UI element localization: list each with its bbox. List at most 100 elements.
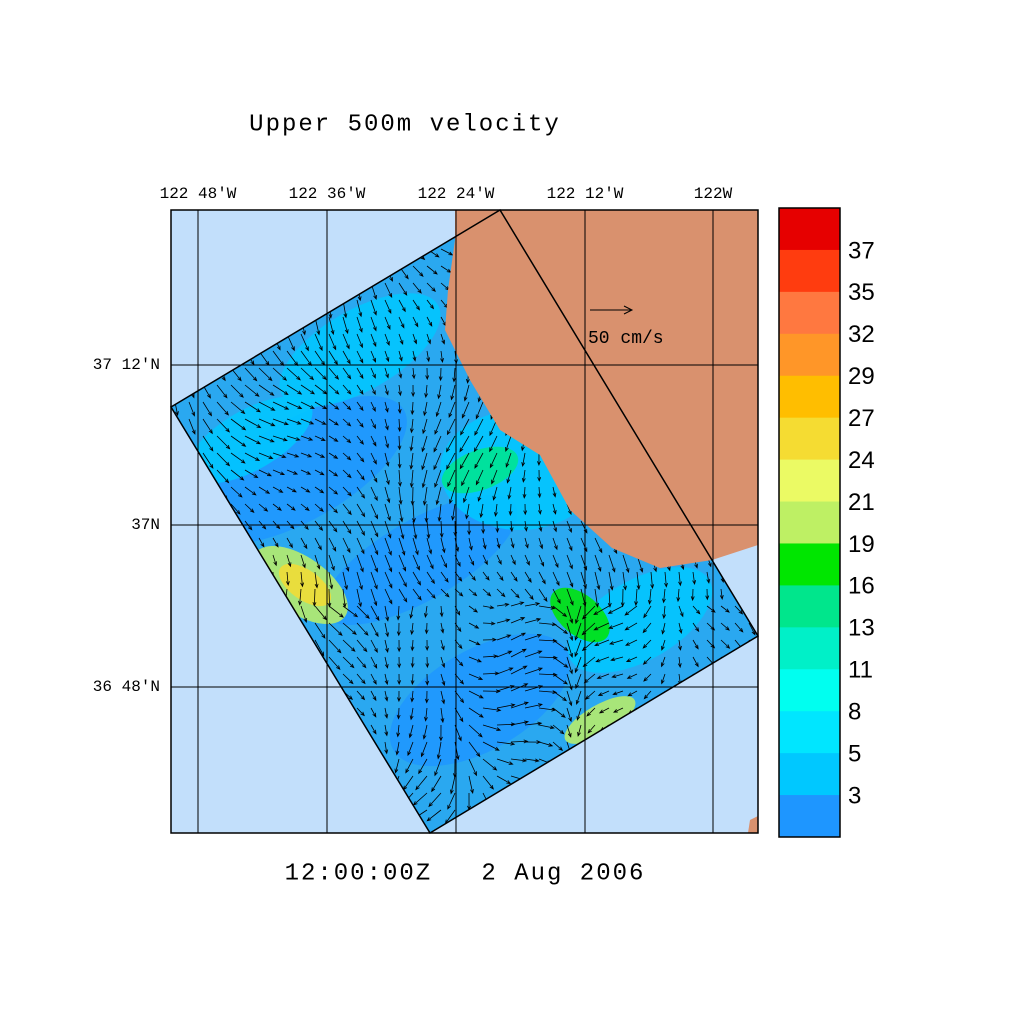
velocity-arrow <box>272 367 288 381</box>
velocity-arrow <box>356 486 366 499</box>
colorbar-label: 16 <box>848 573 875 600</box>
velocity-arrow <box>440 350 444 364</box>
velocity-arrow <box>692 656 699 668</box>
velocity-arrow <box>384 316 391 330</box>
velocity-arrow <box>437 384 442 400</box>
velocity-arrow <box>425 673 430 686</box>
velocity-arrow <box>538 537 544 550</box>
velocity-arrow <box>244 469 259 479</box>
velocity-arrow <box>300 401 315 409</box>
velocity-arrow <box>440 333 446 345</box>
velocity-arrow <box>508 503 513 516</box>
colorbar-swatch <box>779 459 840 503</box>
velocity-arrow <box>328 656 341 670</box>
velocity-arrow <box>482 537 487 550</box>
colorbar-swatch <box>779 249 840 293</box>
velocity-arrow <box>607 588 612 608</box>
velocity-arrow <box>643 673 652 682</box>
velocity-arrow <box>328 350 338 366</box>
velocity-arrow <box>410 401 415 416</box>
velocity-arrow <box>496 650 513 658</box>
velocity-arrow <box>328 401 340 410</box>
velocity-arrow <box>258 401 276 411</box>
velocity-arrow <box>356 299 363 318</box>
velocity-arrow <box>439 605 444 618</box>
velocity-arrow <box>496 634 512 641</box>
speed-patch <box>441 446 519 494</box>
scale-label: 50 cm/s <box>588 329 664 349</box>
velocity-arrow <box>524 617 542 624</box>
velocity-arrow <box>612 690 624 696</box>
velocity-arrow <box>422 418 428 435</box>
velocity-arrow <box>356 367 364 380</box>
velocity-arrow <box>552 673 568 685</box>
velocity-arrow <box>426 333 431 345</box>
velocity-arrow <box>437 503 442 523</box>
velocity-arrow <box>314 537 322 551</box>
velocity-arrow <box>370 452 377 465</box>
velocity-arrow <box>661 639 666 651</box>
velocity-arrow <box>286 435 301 441</box>
velocity-arrow <box>482 554 488 566</box>
velocity-arrow <box>524 650 543 658</box>
velocity-arrow <box>608 571 614 591</box>
lon-label: 122 24'W <box>418 185 495 203</box>
velocity-arrow <box>286 469 299 475</box>
velocity-arrow <box>398 469 402 487</box>
velocity-arrow <box>384 622 389 638</box>
velocity-arrow <box>342 333 350 350</box>
velocity-arrow <box>258 503 269 512</box>
velocity-arrow <box>440 639 445 651</box>
velocity-arrow <box>461 401 470 419</box>
velocity-arrow <box>356 520 365 536</box>
velocity-arrow <box>230 503 241 515</box>
velocity-arrow <box>244 435 262 445</box>
velocity-arrow <box>597 690 610 696</box>
velocity-arrow <box>356 401 364 412</box>
velocity-arrow <box>595 656 610 663</box>
lat-label: 37N <box>131 516 160 534</box>
velocity-arrow <box>440 690 446 705</box>
velocity-arrow <box>586 707 596 717</box>
velocity-arrow <box>370 605 380 622</box>
graticule: 122 48'W 122 36'W 122 24'W 122 12'W 122W 37 1… <box>93 185 758 833</box>
velocity-arrow <box>510 648 527 658</box>
velocity-arrow <box>509 520 514 533</box>
velocity-arrow <box>552 605 568 618</box>
velocity-arrow <box>396 622 401 637</box>
velocity-arrow <box>424 690 429 704</box>
velocity-arrow <box>342 367 352 380</box>
velocity-arrow <box>409 435 414 452</box>
velocity-arrow <box>314 401 328 410</box>
velocity-arrow <box>342 622 357 635</box>
velocity-arrow <box>314 367 327 381</box>
velocity-arrow <box>328 435 339 442</box>
velocity-arrow <box>475 469 484 486</box>
velocity-arrow <box>356 537 365 555</box>
velocity-arrow <box>356 588 362 608</box>
velocity-arrow <box>328 503 338 514</box>
velocity-arrow <box>426 809 442 822</box>
velocity-arrow <box>412 537 419 556</box>
velocity-arrow <box>412 520 418 540</box>
velocity-arrow <box>482 571 490 581</box>
velocity-arrow <box>342 452 352 461</box>
velocity-arrow <box>524 721 543 726</box>
velocity-arrow <box>216 452 231 467</box>
velocity-arrow <box>384 639 389 654</box>
velocity-arrow <box>384 333 390 346</box>
velocity-arrow <box>286 554 292 568</box>
velocity-arrow <box>594 639 610 646</box>
velocity-arrow <box>314 622 326 639</box>
velocity-arrow <box>448 401 456 418</box>
velocity-arrow <box>440 622 445 634</box>
velocity-arrow <box>384 435 389 449</box>
velocity-arrow <box>468 537 473 551</box>
velocity-arrow <box>370 299 377 316</box>
velocity-arrow <box>398 384 402 397</box>
velocity-arrow <box>481 520 486 535</box>
velocity-arrow <box>370 520 379 538</box>
velocity-arrow <box>489 452 498 469</box>
velocity-arrow <box>496 554 502 566</box>
velocity-arrow <box>407 741 414 757</box>
